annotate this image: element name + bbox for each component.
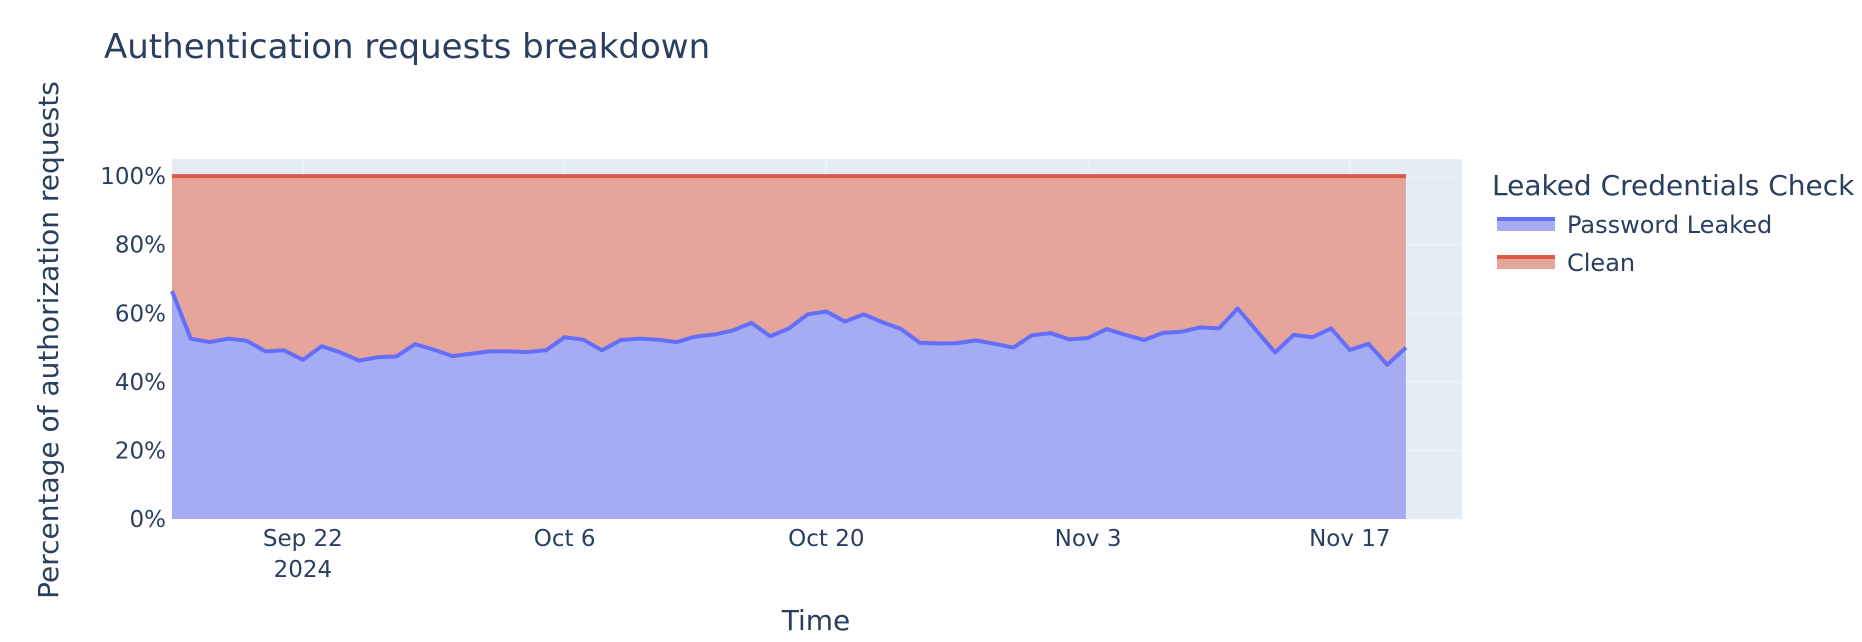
legend-swatch xyxy=(1497,257,1555,269)
y-axis-ticks: 0% 20% 40% 60% 80% 100% xyxy=(100,164,166,533)
x-tick-label: Nov 3 xyxy=(1055,526,1122,552)
y-tick-label: 20% xyxy=(115,438,166,464)
x-tick-sublabel: 2024 xyxy=(274,557,333,583)
y-tick-label: 0% xyxy=(130,507,167,533)
y-tick-label: 40% xyxy=(115,370,166,396)
area-clean xyxy=(172,176,1406,365)
y-tick-label: 80% xyxy=(115,233,166,259)
area-password-leaked xyxy=(172,291,1406,519)
x-axis-ticks: Sep 22 2024 Oct 6 Oct 20 Nov 3 Nov 17 xyxy=(263,526,1391,583)
series-areas xyxy=(172,176,1406,519)
chart-title: Authentication requests breakdown xyxy=(104,27,710,67)
x-axis-title: Time xyxy=(781,604,851,637)
line-password-leaked xyxy=(170,290,1408,367)
legend: Leaked Credentials Check Password Leaked… xyxy=(1492,169,1855,277)
y-tick-label: 100% xyxy=(100,164,166,190)
y-axis-title: Percentage of authorization requests xyxy=(32,81,65,599)
x-tick-label: Oct 20 xyxy=(788,526,864,552)
x-tick-label: Nov 17 xyxy=(1309,526,1390,552)
legend-item-label: Password Leaked xyxy=(1567,211,1772,239)
legend-item-label: Clean xyxy=(1567,249,1635,277)
legend-title: Leaked Credentials Check xyxy=(1492,169,1855,202)
series-lines xyxy=(170,174,1408,367)
x-tick-label: Sep 22 xyxy=(263,526,343,552)
y-tick-label: 60% xyxy=(115,301,166,327)
legend-swatch xyxy=(1497,219,1555,231)
x-tick-label: Oct 6 xyxy=(534,526,596,552)
